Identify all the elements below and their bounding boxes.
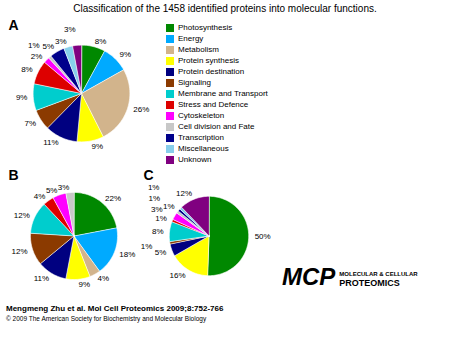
- svg-text:8%: 8%: [152, 226, 164, 235]
- svg-text:12%: 12%: [176, 189, 192, 198]
- html-text:Unknown: Unknown: [178, 155, 212, 164]
- svg-text:3%: 3%: [58, 183, 70, 192]
- html-text:Protein destination: Protein destination: [178, 67, 245, 76]
- svg-text:26%: 26%: [133, 105, 149, 114]
- html-text:Photosynthesis: Photosynthesis: [178, 23, 233, 32]
- svg-text:4%: 4%: [97, 274, 109, 283]
- svg-text:1%: 1%: [148, 183, 160, 192]
- svg-text:5%: 5%: [155, 248, 167, 257]
- svg-text:C: C: [144, 167, 154, 183]
- html-text:Classification of the 1458 ide: Classification of the 1458 identified pr…: [73, 3, 377, 14]
- svg-text:9%: 9%: [79, 280, 91, 289]
- svg-text:1%: 1%: [155, 214, 167, 223]
- html-text:Stress and Defence: Stress and Defence: [178, 100, 249, 109]
- svg-text:22%: 22%: [105, 194, 121, 203]
- svg-text:9%: 9%: [16, 93, 28, 102]
- html-text:MCP: MCP: [282, 263, 336, 290]
- svg-text:B: B: [9, 167, 19, 183]
- svg-text:12%: 12%: [12, 247, 28, 256]
- html-text:Mengmeng Zhu et al. Mol Cell P: Mengmeng Zhu et al. Mol Cell Proteomics …: [6, 304, 224, 313]
- svg-text:50%: 50%: [255, 232, 271, 241]
- svg-text:1%: 1%: [28, 41, 40, 50]
- svg-text:3%: 3%: [64, 25, 76, 34]
- html-text:Metabolism: Metabolism: [178, 45, 219, 54]
- svg-text:1%: 1%: [163, 202, 175, 211]
- html-text:Cytoskeleton: Cytoskeleton: [178, 111, 225, 120]
- html-text:Membrane and Transport: Membrane and Transport: [178, 89, 268, 98]
- svg-text:3%: 3%: [55, 37, 67, 46]
- svg-text:12%: 12%: [14, 211, 30, 220]
- svg-text:A: A: [9, 17, 19, 33]
- svg-text:16%: 16%: [170, 271, 186, 280]
- svg-text:11%: 11%: [34, 274, 49, 283]
- html-text:Signaling: Signaling: [178, 78, 211, 87]
- svg-text:2%: 2%: [31, 52, 43, 61]
- svg-text:3%: 3%: [151, 205, 163, 214]
- html-text:Miscellaneous: Miscellaneous: [178, 144, 229, 153]
- svg-text:9%: 9%: [92, 142, 104, 151]
- html-text:Energy: Energy: [178, 34, 204, 43]
- html-text:© 2009 The American Society fo: © 2009 The American Society for Biochemi…: [6, 315, 207, 322]
- svg-text:9%: 9%: [120, 50, 132, 59]
- svg-text:1%: 1%: [141, 242, 153, 251]
- svg-text:18%: 18%: [119, 250, 135, 259]
- html-text:Protein synthesis: Protein synthesis: [178, 56, 239, 65]
- html-text:MOLECULAR & CELLULAR: MOLECULAR & CELLULAR: [339, 271, 418, 277]
- html-text:PROTEOMICS: PROTEOMICS: [339, 278, 400, 288]
- html-text:Transcription: Transcription: [178, 133, 224, 142]
- svg-text:7%: 7%: [24, 119, 36, 128]
- svg-text:8%: 8%: [95, 37, 107, 46]
- svg-text:11%: 11%: [43, 138, 58, 147]
- svg-text:1%: 1%: [148, 194, 160, 203]
- svg-text:8%: 8%: [21, 65, 33, 74]
- html-text:Cell division and Fate: Cell division and Fate: [178, 122, 255, 131]
- svg-text:4%: 4%: [34, 192, 46, 201]
- svg-text:5%: 5%: [43, 42, 55, 51]
- svg-text:5%: 5%: [46, 186, 58, 195]
